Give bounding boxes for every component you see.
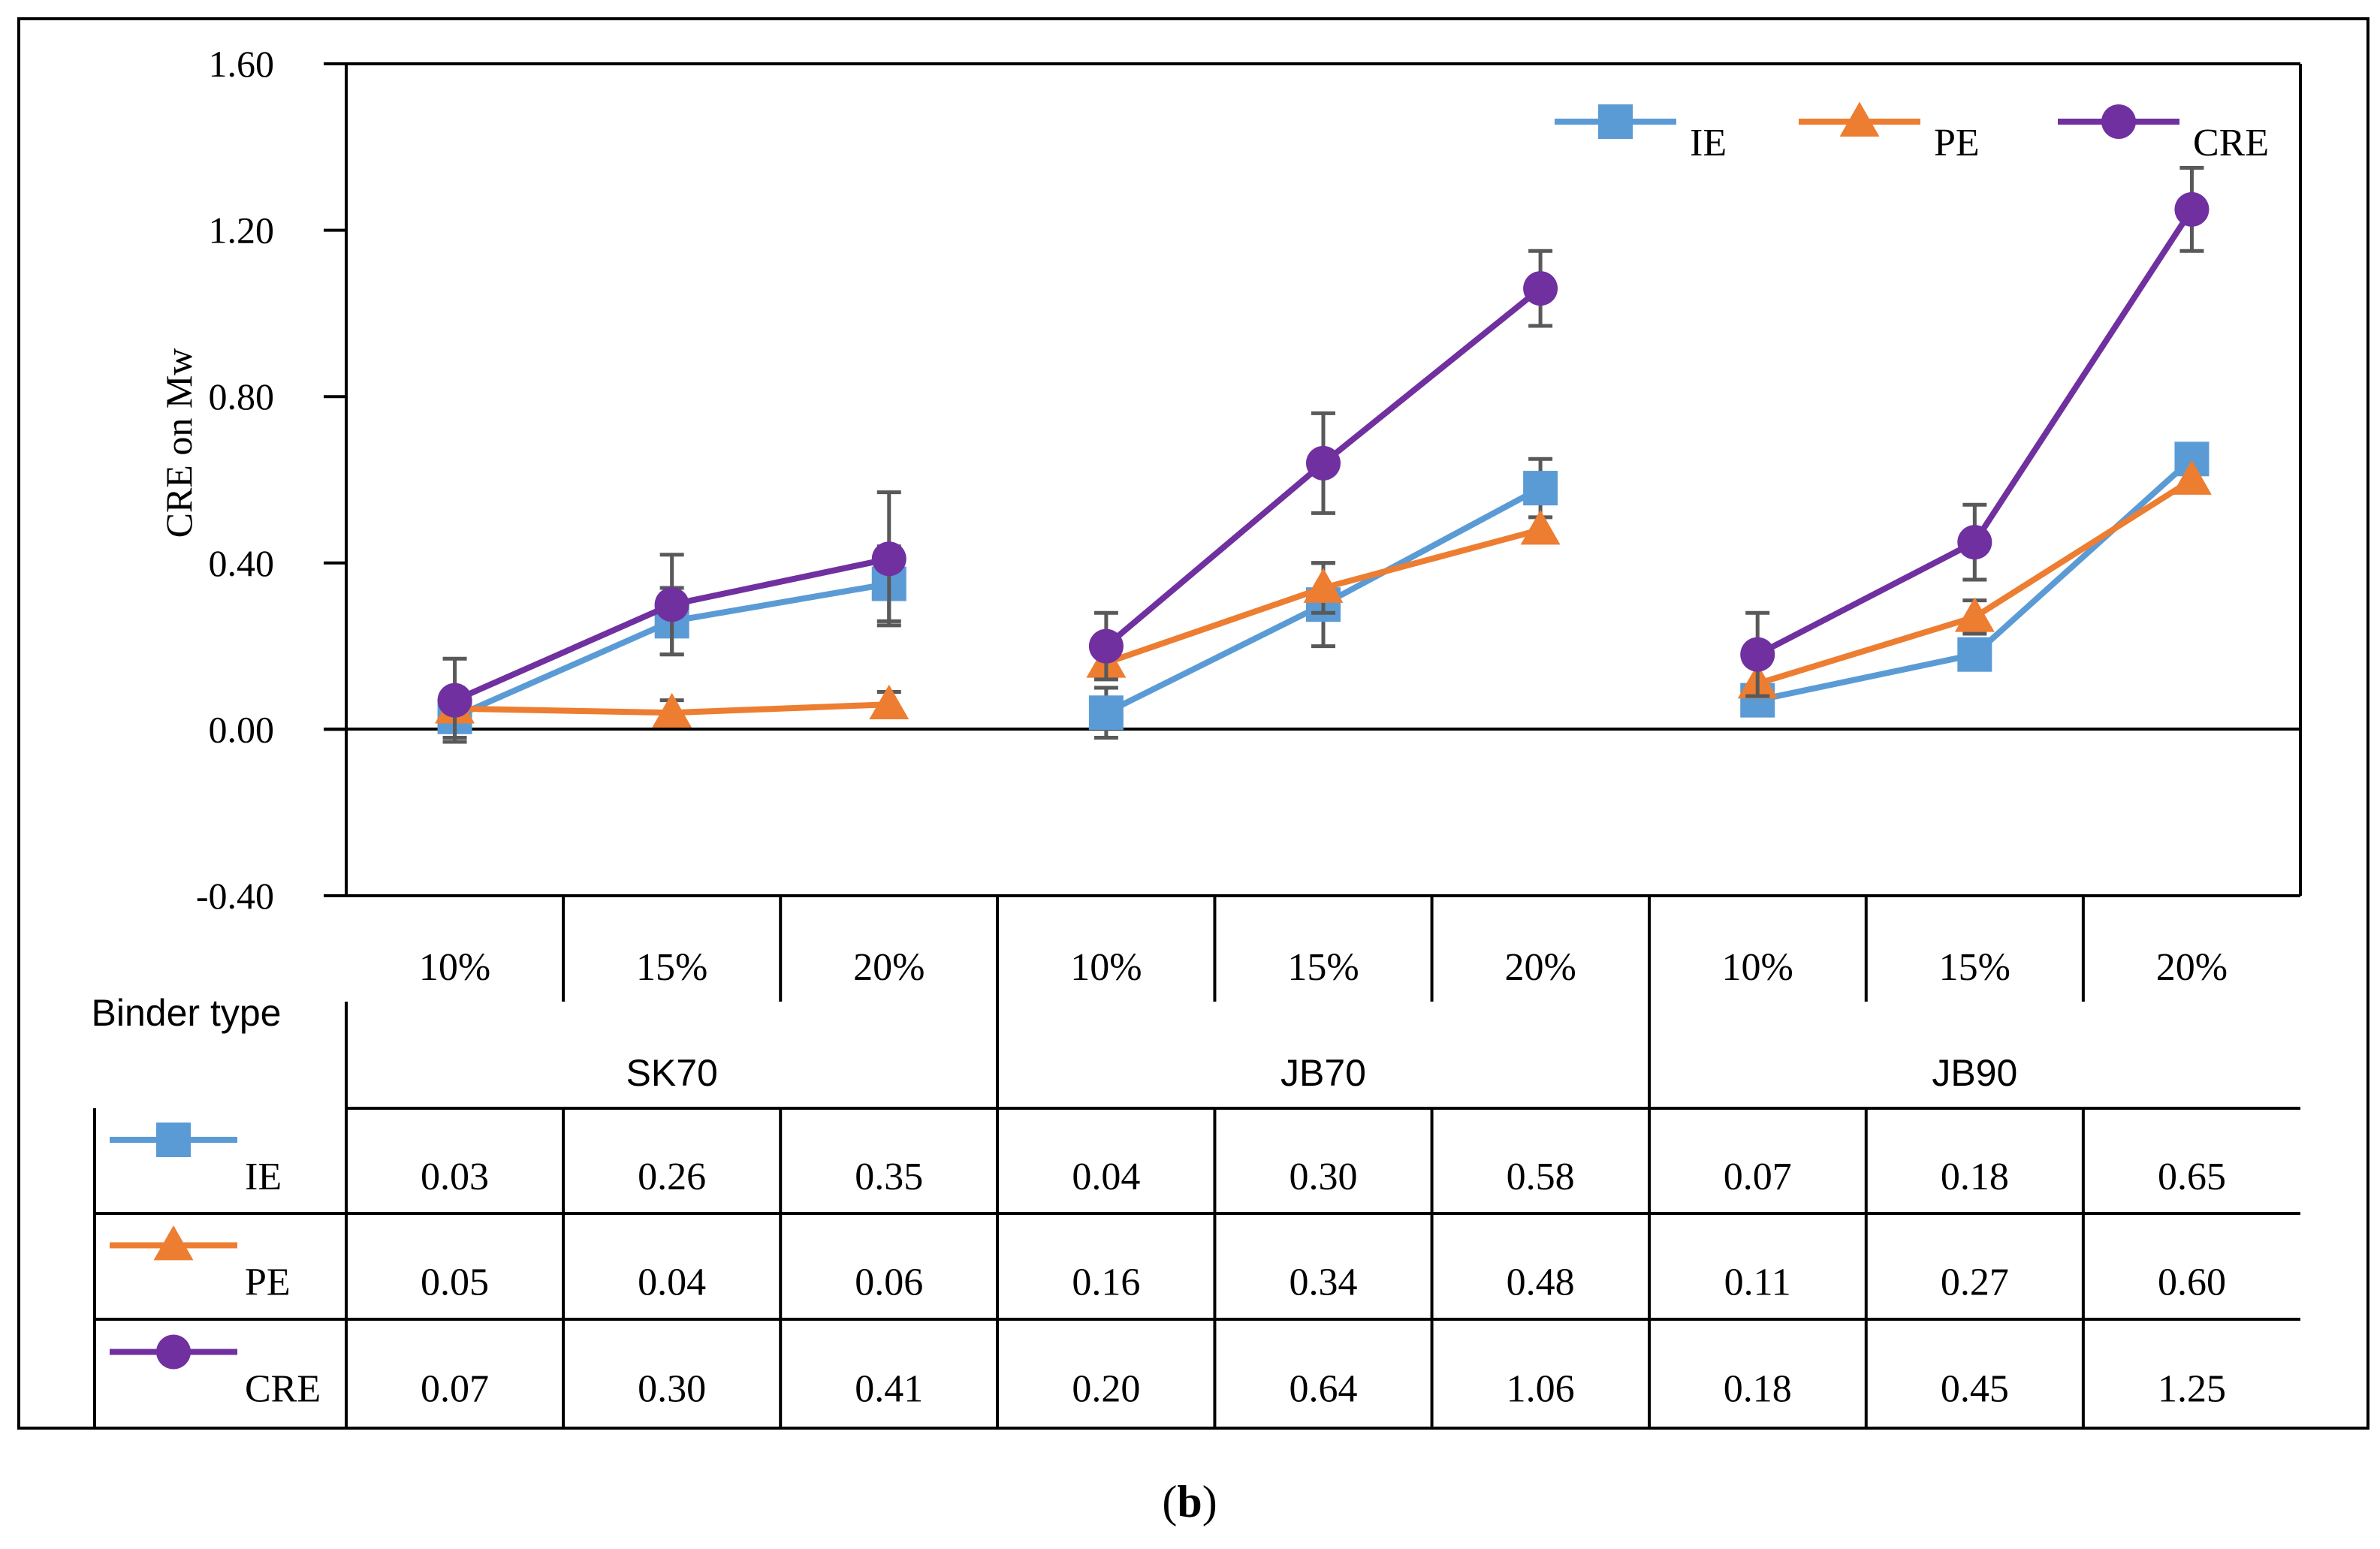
data-point-cre — [1523, 271, 1558, 306]
table-legend-label-pe: PE — [245, 1261, 291, 1304]
y-tick-label: 0.80 — [209, 375, 275, 417]
table-value-pe: 0.48 — [1507, 1261, 1575, 1304]
data-point-ie — [1088, 695, 1124, 731]
table-value-cre: 1.06 — [1507, 1368, 1575, 1411]
table-category-label: 10% — [1722, 946, 1793, 989]
table-dynamic: 10% 15% 20% 10% 15% 20% 10% 15% 20% SK70 JB70 JB90 I… — [110, 896, 2228, 1427]
data-point-ie — [1523, 471, 1558, 506]
table-value-ie: 0.58 — [1507, 1156, 1575, 1198]
figure-label-letter: b — [1177, 1477, 1202, 1526]
table-legend-marker-ie — [156, 1123, 191, 1157]
y-tick-label: -0.40 — [196, 875, 274, 917]
table-value-cre: 0.18 — [1724, 1368, 1792, 1411]
table-value-ie: 0.03 — [421, 1156, 489, 1198]
legend-label-cre: CRE — [2193, 122, 2269, 164]
table-group-label: JB70 — [1280, 1052, 1366, 1094]
table-category-label: 15% — [636, 946, 707, 989]
table-legend-label-cre: CRE — [245, 1368, 321, 1411]
legend-label-ie: IE — [1690, 122, 1727, 164]
figure-label: (b) — [1162, 1477, 1217, 1526]
outer-frame — [17, 17, 2369, 1430]
legend: IE PE CRE — [1555, 101, 2269, 164]
table-category-label: 20% — [1504, 946, 1576, 989]
data-point-cre — [2174, 191, 2210, 227]
table-value-pe: 0.04 — [638, 1261, 706, 1304]
table-value-ie: 0.26 — [638, 1156, 706, 1198]
data-point-cre — [1088, 628, 1124, 664]
table-value-ie: 0.35 — [855, 1156, 923, 1198]
table-value-pe: 0.05 — [421, 1261, 489, 1304]
y-axis: -0.40 0.00 0.40 0.80 1.20 1.60 — [196, 43, 346, 917]
table-value-pe: 0.06 — [855, 1261, 923, 1304]
table-category-label: 10% — [419, 946, 490, 989]
y-tick-label: 0.40 — [209, 542, 275, 584]
series-cre — [437, 166, 2210, 744]
table-value-cre: 1.25 — [2158, 1368, 2226, 1411]
table-category-label: 15% — [1287, 946, 1359, 989]
data-point-pe — [652, 692, 692, 728]
legend-marker-ie — [1598, 104, 1633, 139]
data-point-cre — [871, 541, 906, 577]
table-value-ie: 0.18 — [1941, 1156, 2009, 1198]
table-value-ie: 0.65 — [2158, 1156, 2226, 1198]
table-legend-marker-pe — [153, 1225, 194, 1261]
table-category-label: 20% — [853, 946, 925, 989]
table-group-label: SK70 — [626, 1052, 718, 1094]
table-value-cre: 0.07 — [421, 1368, 489, 1411]
data-point-cre — [437, 683, 472, 718]
figure-label-close: ) — [1202, 1477, 1217, 1526]
table-category-label: 20% — [2156, 946, 2228, 989]
data-point-pe — [1303, 568, 1344, 603]
legend-marker-cre — [2101, 104, 2136, 139]
table-value-cre: 0.30 — [638, 1368, 706, 1411]
data-point-pe — [869, 684, 909, 719]
y-axis-label: CRE on Mw — [158, 348, 200, 538]
table-value-pe: 0.27 — [1941, 1261, 2009, 1304]
table-value-ie: 0.04 — [1072, 1156, 1140, 1198]
table-value-pe: 0.16 — [1072, 1261, 1140, 1304]
data-point-pe — [1954, 597, 1995, 632]
data-point-ie — [1957, 637, 1992, 672]
table-category-label: 15% — [1939, 946, 2010, 989]
table-value-pe: 0.11 — [1724, 1261, 1791, 1304]
table-value-cre: 0.64 — [1290, 1368, 1358, 1411]
y-tick-label: 1.20 — [209, 209, 275, 252]
data-point-cre — [1740, 637, 1775, 672]
legend-label-pe: PE — [1934, 122, 1980, 164]
table-value-ie: 0.30 — [1290, 1156, 1358, 1198]
data-point-pe — [2171, 460, 2212, 495]
table-legend-label-ie: IE — [245, 1156, 282, 1198]
table-category-label: 10% — [1070, 946, 1142, 989]
binder-type-label: Binder type — [92, 992, 282, 1034]
data-point-cre — [1306, 445, 1341, 481]
table-group-label: JB90 — [1932, 1052, 2017, 1094]
series-layer — [435, 166, 2212, 744]
data-point-cre — [1957, 525, 1992, 560]
table-value-cre: 0.20 — [1072, 1368, 1140, 1411]
data-table: Binder type 10% 15% 20% 10% 15% 20% 10% 15% 20% S… — [92, 896, 2300, 1427]
table-value-pe: 0.60 — [2158, 1261, 2226, 1304]
y-tick-label: 0.00 — [209, 708, 275, 750]
data-point-pe — [1520, 510, 1561, 545]
table-legend-marker-cre — [156, 1334, 191, 1370]
table-value-ie: 0.07 — [1724, 1156, 1792, 1198]
table-value-cre: 0.45 — [1941, 1368, 2009, 1411]
table-value-cre: 0.41 — [855, 1368, 923, 1411]
data-point-cre — [654, 587, 689, 622]
figure-label-open: ( — [1162, 1477, 1177, 1526]
legend-marker-pe — [1839, 101, 1880, 137]
y-tick-label: 1.60 — [209, 43, 275, 85]
table-value-pe: 0.34 — [1290, 1261, 1358, 1304]
